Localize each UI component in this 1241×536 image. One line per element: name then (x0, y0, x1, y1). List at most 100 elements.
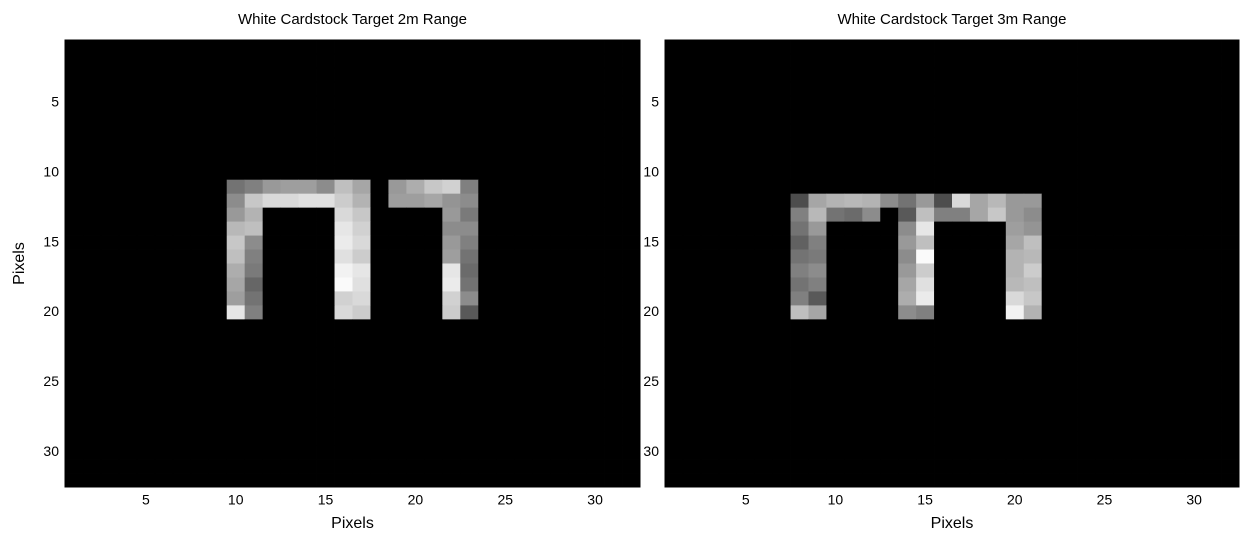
cell (1131, 473, 1150, 488)
cell (718, 40, 738, 55)
cell (844, 81, 863, 97)
cell (952, 40, 971, 55)
cell (82, 375, 102, 390)
cell (1095, 67, 1114, 83)
cell (190, 137, 210, 153)
cell (568, 95, 587, 111)
cell (844, 67, 863, 83)
cell (118, 165, 138, 181)
cell (1131, 291, 1150, 306)
cell (406, 403, 425, 418)
cell (226, 109, 246, 125)
cell (1149, 375, 1168, 390)
cell (934, 207, 953, 222)
cell (1221, 221, 1240, 236)
cell (316, 95, 335, 111)
cell (316, 151, 335, 167)
cell (514, 137, 533, 153)
cell (844, 207, 863, 222)
cell (370, 291, 389, 306)
cell (682, 473, 702, 488)
cell (1131, 193, 1150, 209)
cell (665, 389, 684, 404)
cell (604, 109, 623, 125)
cell (1023, 263, 1043, 278)
cell (1095, 193, 1114, 209)
cell (987, 137, 1007, 153)
cell (532, 235, 551, 250)
cell (772, 249, 791, 264)
cell (916, 305, 935, 320)
cell (136, 263, 156, 278)
cell (1005, 40, 1025, 55)
cell (226, 67, 246, 83)
cell (190, 305, 210, 320)
cell (586, 431, 605, 446)
cell (406, 137, 425, 153)
cell (1149, 193, 1168, 209)
cell (987, 375, 1007, 390)
cell (736, 431, 756, 446)
cell (1023, 375, 1043, 390)
cell (916, 459, 935, 474)
cell (826, 165, 845, 181)
cell (826, 459, 845, 474)
cell (154, 263, 174, 278)
cell (898, 165, 917, 181)
cell (478, 263, 497, 278)
cell (226, 193, 246, 209)
cell (82, 431, 102, 446)
cell (568, 305, 587, 320)
cell (568, 389, 587, 404)
cell (406, 165, 425, 181)
cell (316, 109, 335, 125)
cell (718, 249, 738, 264)
cell (550, 235, 569, 250)
cell (790, 109, 809, 125)
cell (586, 95, 605, 111)
cell (808, 207, 827, 222)
cell (532, 53, 551, 69)
cell (622, 445, 641, 460)
cell (154, 389, 174, 404)
cell (987, 109, 1007, 125)
cell (316, 319, 335, 334)
y-axis-label: Pixels (11, 242, 28, 285)
cell (808, 305, 827, 320)
cell (478, 53, 497, 69)
cell (1023, 403, 1043, 418)
cell (334, 179, 353, 195)
cell (154, 333, 174, 348)
cell (1059, 277, 1078, 292)
cell (1149, 277, 1168, 292)
cell (772, 459, 791, 474)
cell (898, 249, 917, 264)
cell (262, 81, 282, 97)
y-tick-label: 20 (43, 303, 59, 319)
cell (700, 123, 720, 139)
cell (1113, 179, 1132, 195)
cell (754, 375, 774, 390)
cell (1059, 263, 1078, 278)
cell (532, 249, 551, 264)
cell (754, 249, 774, 264)
cell (772, 263, 791, 278)
cell (442, 249, 461, 264)
cell (862, 165, 881, 181)
cell (1185, 67, 1204, 83)
cell (406, 67, 425, 83)
cell (736, 179, 756, 195)
cell (424, 123, 443, 139)
cell (898, 347, 917, 362)
cell (352, 333, 371, 348)
cell (550, 417, 569, 432)
cell (442, 67, 461, 83)
cell (154, 67, 174, 83)
cell (1077, 403, 1096, 418)
cell (880, 375, 899, 390)
cell (772, 123, 791, 139)
cell (1023, 123, 1043, 139)
cell (65, 417, 84, 432)
cell (736, 67, 756, 83)
cell (154, 319, 174, 334)
